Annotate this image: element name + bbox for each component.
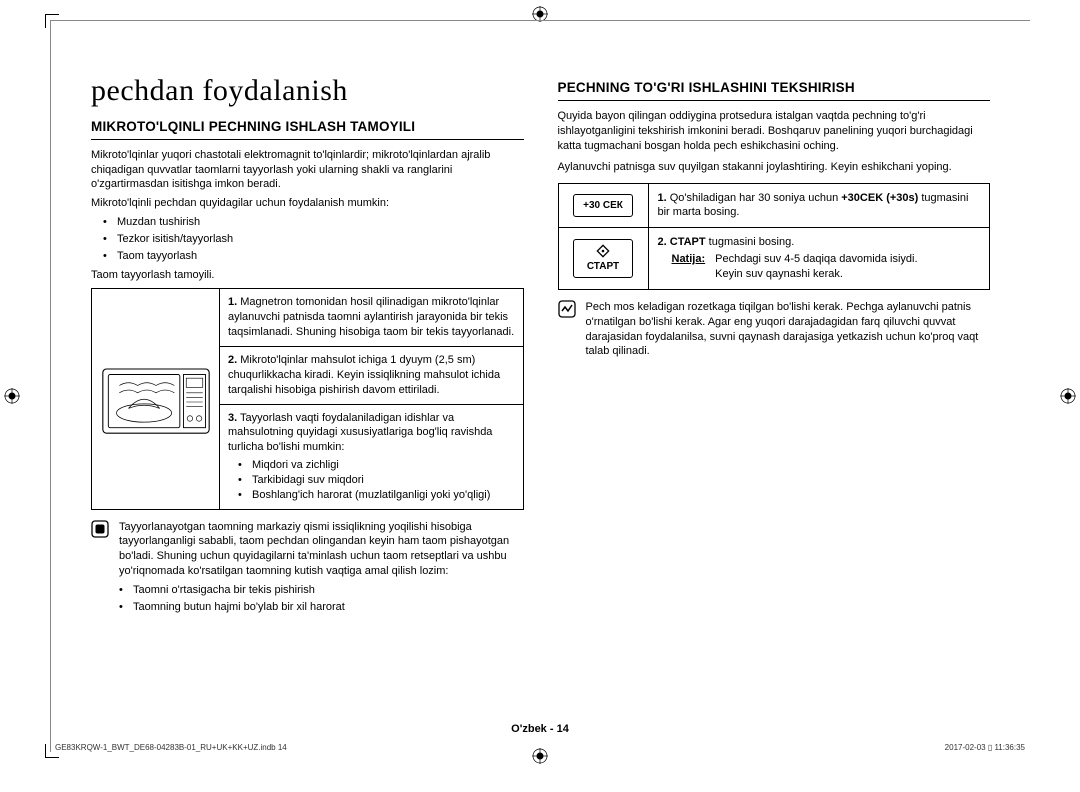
row1-text-a: Qo'shiladigan har 30 soniya uchun — [670, 192, 842, 204]
note-block: Pech mos keladigan rozetkaga tiqilgan bo… — [558, 300, 991, 363]
row2-text: tugmasini bosing. — [706, 236, 795, 248]
page-number: O'zbek - 14 — [0, 722, 1080, 737]
note-bullet: Taomni o'rtasigacha bir tekis pishirish — [133, 583, 524, 598]
bullet-item: Tezkor isitish/tayyorlash — [117, 232, 524, 247]
sub-item: Miqdori va zichligi — [252, 458, 515, 473]
step-text: Magnetron tomonidan hosil qilinadigan mi… — [228, 296, 514, 338]
step-num: 2. — [228, 354, 237, 366]
plus30-button: +30 СЕК — [573, 194, 633, 218]
step-row: 2. Mikroto'lqinlar mahsulot ichiga 1 dyu… — [220, 347, 523, 405]
step-text: Mikroto'lqinlar mahsulot ichiga 1 dyuym … — [228, 354, 500, 396]
left-heading: MIKROTO'LQINLI PECHNING ISHLASH TAMOYILI — [91, 118, 524, 140]
row1-bold: +30CEK (+30s) — [841, 192, 918, 204]
button-cell: СТАРТ — [558, 228, 648, 290]
step-num: 1. — [228, 296, 237, 308]
bullet-item: Taom tayyorlash — [117, 249, 524, 264]
instruction-cell: 1. Qo'shiladigan har 30 soniya uchun +30… — [648, 183, 990, 228]
left-intro2: Mikroto'lqinli pechdan quyidagilar uchun… — [91, 196, 524, 211]
page-title: pechdan foydalanish — [91, 71, 524, 112]
note-text: Tayyorlanayotgan taomning markaziy qismi… — [119, 520, 524, 579]
button-table: +30 СЕК 1. Qo'shiladigan har 30 soniya u… — [558, 183, 991, 290]
result-line2: Keyin suv qaynashi kerak. — [715, 268, 843, 280]
start-button-label: СТАРТ — [587, 261, 619, 272]
note-icon — [91, 520, 109, 619]
bullet-item: Muzdan tushirish — [117, 215, 524, 230]
right-heading: PECHNING TO'G'RI ISHLASHINI TEKSHIRISH — [558, 79, 991, 101]
instruction-cell: 2. CTAPT tugmasini bosing. Natija: Pechd… — [648, 228, 990, 290]
left-intro: Mikroto'lqinlar yuqori chastotali elektr… — [91, 148, 524, 193]
footer-file: GE83KRQW-1_BWT_DE68-04283B-01_RU+UK+KK+U… — [55, 743, 287, 754]
after-bullets: Taom tayyorlash tamoyili. — [91, 268, 524, 283]
step-row: 3. Tayyorlash vaqti foydalaniladigan idi… — [220, 405, 523, 509]
footer-meta: GE83KRQW-1_BWT_DE68-04283B-01_RU+UK+KK+U… — [55, 743, 1025, 754]
start-button: СТАРТ — [573, 239, 633, 279]
left-bullets: Muzdan tushirish Tezkor isitish/tayyorla… — [91, 215, 524, 264]
registration-mark-left — [4, 388, 20, 404]
step-text: Tayyorlash vaqti foydalaniladigan idishl… — [228, 412, 492, 454]
left-column: pechdan foydalanish MIKROTO'LQINLI PECHN… — [91, 71, 524, 619]
right-column: PECHNING TO'G'RI ISHLASHINI TEKSHIRISH Q… — [558, 71, 991, 619]
result-line1: Pechdagi suv 4-5 daqiqa davomida isiydi. — [715, 253, 917, 265]
natija-label: Natija: — [672, 252, 706, 282]
note-block: Tayyorlanayotgan taomning markaziy qismi… — [91, 520, 524, 619]
step-num: 1. — [658, 192, 667, 204]
table-row: +30 СЕК 1. Qo'shiladigan har 30 soniya u… — [558, 183, 990, 228]
step-num: 2. — [658, 236, 667, 248]
step-row: 1. Magnetron tomonidan hosil qilinadigan… — [220, 289, 523, 347]
ctapt-bold: CTAPT — [670, 236, 706, 248]
right-p1: Quyida bayon qilingan oddiygina protsedu… — [558, 109, 991, 154]
registration-mark-right — [1060, 388, 1076, 404]
microwave-illustration — [92, 289, 220, 508]
steps-box: 1. Magnetron tomonidan hosil qilinadigan… — [91, 288, 524, 509]
footer-date: 2017-02-03 ▯ 11:36:35 — [945, 743, 1025, 754]
button-cell: +30 СЕК — [558, 183, 648, 228]
sub-item: Tarkibidagi suv miqdori — [252, 473, 515, 488]
page-frame: pechdan foydalanish MIKROTO'LQINLI PECHN… — [50, 20, 1030, 752]
check-note-icon — [558, 300, 576, 363]
note-bullet: Taomning butun hajmi bo'ylab bir xil har… — [133, 600, 524, 615]
right-note: Pech mos keladigan rozetkaga tiqilgan bo… — [586, 300, 991, 359]
right-p2: Aylanuvchi patnisga suv quyilgan stakann… — [558, 160, 991, 175]
step-num: 3. — [228, 412, 237, 424]
sub-item: Boshlang'ich harorat (muzlatilganligi yo… — [252, 488, 515, 503]
table-row: СТАРТ 2. CTAPT tugmasini bosing. Natija:… — [558, 228, 990, 290]
